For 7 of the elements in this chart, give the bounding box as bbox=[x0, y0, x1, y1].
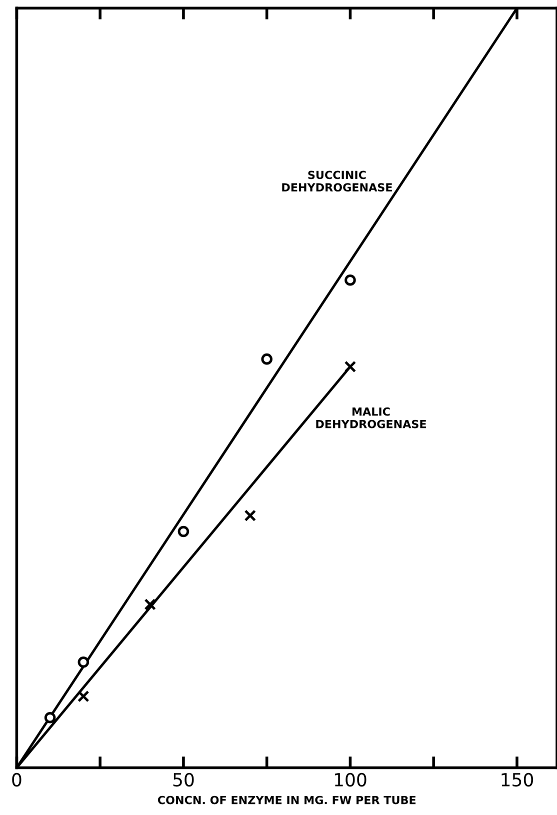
x-tick-label: 100 bbox=[334, 772, 366, 787]
x-axis-title: CONCN. OF ENZYME IN MG. FW PER TUBE bbox=[158, 796, 416, 804]
series-label: SUCCINIC DEHYDROGENASE bbox=[282, 170, 392, 192]
x-tick-label: 50 bbox=[173, 772, 194, 787]
series-label: MALIC DEHYDROGENASE bbox=[316, 407, 426, 428]
x-tick-label: 0 bbox=[12, 772, 22, 787]
x-tick-label: 150 bbox=[502, 772, 534, 787]
